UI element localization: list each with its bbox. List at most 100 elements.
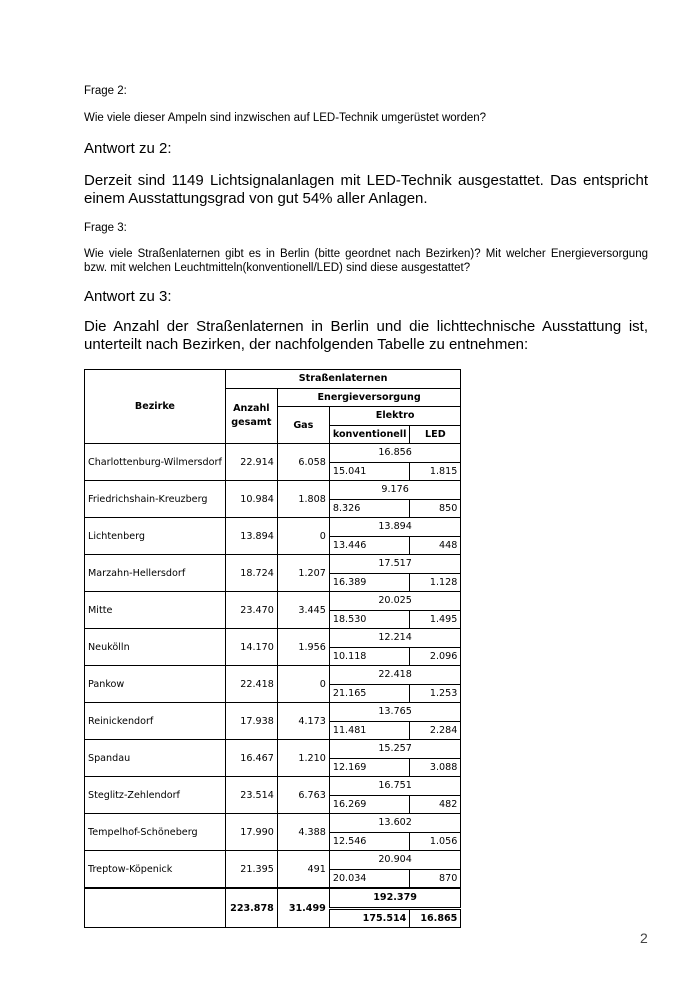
cell-gesamt: 18.724 [224, 554, 278, 592]
cell-led: 2.284 [409, 720, 462, 740]
cell-bezirk: Pankow [84, 665, 226, 703]
cell-bezirk: Neukölln [84, 628, 226, 666]
table-row: Treptow-Köpenick 21.395 491 20.904 [84, 850, 462, 889]
cell-elektro: 16.856 [328, 443, 462, 463]
cell-gesamt: 22.418 [224, 665, 278, 703]
question-3-label: Frage 3: [84, 222, 127, 234]
cell-gas: 0 [276, 517, 330, 555]
table-subrow: 18.530 1.495 [85, 609, 462, 629]
cell-bezirk: Friedrichshain-Kreuzberg [84, 480, 226, 518]
header-anzahl-gesamt: Anzahl gesamt [224, 387, 278, 444]
cell-gesamt: 17.938 [224, 702, 278, 740]
cell-gesamt: 22.914 [224, 443, 278, 481]
cell-elektro: 15.257 [328, 739, 462, 759]
cell-led: 870 [409, 868, 462, 889]
cell-elektro: 192.379 [328, 887, 462, 910]
cell-konventionell: 13.446 [328, 535, 411, 555]
cell-konventionell: 175.514 [328, 907, 411, 928]
cell-led: 3.088 [409, 757, 462, 777]
cell-bezirk [84, 887, 226, 928]
cell-elektro: 12.214 [328, 628, 462, 648]
table-subrow: 20.034 870 [85, 868, 462, 889]
header-bezirke: Bezirke [84, 369, 226, 444]
cell-gas: 491 [276, 850, 330, 889]
cell-gesamt: 23.514 [224, 776, 278, 814]
cell-led: 448 [409, 535, 462, 555]
cell-konventionell: 12.546 [328, 831, 411, 851]
page-number: 2 [640, 930, 648, 946]
streetlights-table: Bezirke Straßenlaternen Anzahl gesamt En… [84, 369, 462, 928]
cell-elektro: 16.751 [328, 776, 462, 796]
cell-gesamt: 10.984 [224, 480, 278, 518]
cell-konventionell: 15.041 [328, 461, 411, 481]
cell-led: 1.128 [409, 572, 462, 592]
table-row: Steglitz-Zehlendorf 23.514 6.763 16.751 [84, 776, 462, 814]
cell-elektro: 22.418 [328, 665, 462, 685]
cell-led: 1.253 [409, 683, 462, 703]
cell-bezirk: Spandau [84, 739, 226, 777]
cell-gesamt: 223.878 [224, 887, 278, 928]
cell-led: 1.815 [409, 461, 462, 481]
cell-gas: 1.956 [276, 628, 330, 666]
cell-konventionell: 20.034 [328, 868, 411, 889]
cell-gesamt: 13.894 [224, 517, 278, 555]
cell-bezirk: Treptow-Köpenick [84, 850, 226, 889]
table-subrow: 16.389 1.128 [85, 572, 462, 592]
cell-led: 482 [409, 794, 462, 814]
answer-2-label: Antwort zu 2: [84, 140, 172, 157]
cell-elektro: 13.894 [328, 517, 462, 537]
answer-3-label: Antwort zu 3: [84, 288, 172, 305]
table-subrow: 8.326 850 [85, 498, 462, 518]
cell-elektro: 13.602 [328, 813, 462, 833]
cell-elektro: 13.765 [328, 702, 462, 722]
question-2-label: Frage 2: [84, 85, 127, 97]
cell-gas: 31.499 [276, 887, 330, 928]
table-subrow: 12.546 1.056 [85, 831, 462, 851]
cell-led: 16.865 [409, 907, 462, 928]
cell-konventionell: 18.530 [328, 609, 411, 629]
cell-gas: 1.210 [276, 739, 330, 777]
cell-konventionell: 16.389 [328, 572, 411, 592]
cell-konventionell: 8.326 [328, 498, 411, 518]
header-elektro: Elektro [328, 406, 462, 426]
cell-gas: 6.763 [276, 776, 330, 814]
cell-gesamt: 21.395 [224, 850, 278, 889]
cell-bezirk: Reinickendorf [84, 702, 226, 740]
cell-bezirk: Marzahn-Hellersdorf [84, 554, 226, 592]
table-row: Charlottenburg-Wilmersdorf 22.914 6.058 16.… [84, 443, 462, 481]
header-konventionell: konventionell [328, 424, 411, 444]
table-row: Pankow 22.418 0 22.418 [84, 665, 462, 703]
table-row: Neukölln 14.170 1.956 12.214 [84, 628, 462, 666]
table-subrow: 12.169 3.088 [85, 757, 462, 777]
question-3-text: Wie viele Straßenlaternen gibt es in Ber… [84, 248, 648, 274]
answer-2-text: Derzeit sind 1149 Lichtsignalanlagen mit… [84, 172, 648, 207]
cell-elektro: 20.025 [328, 591, 462, 611]
cell-konventionell: 12.169 [328, 757, 411, 777]
cell-led: 1.056 [409, 831, 462, 851]
cell-gas: 4.173 [276, 702, 330, 740]
cell-konventionell: 21.165 [328, 683, 411, 703]
table-row: Reinickendorf 17.938 4.173 13.765 [84, 702, 462, 740]
answer-3-text: Die Anzahl der Straßenlaternen in Berlin… [84, 318, 648, 353]
cell-gesamt: 14.170 [224, 628, 278, 666]
cell-gesamt: 16.467 [224, 739, 278, 777]
cell-konventionell: 10.118 [328, 646, 411, 666]
table-total-row: 223.878 31.499 192.379 [84, 887, 462, 928]
cell-gas: 1.207 [276, 554, 330, 592]
cell-konventionell: 16.269 [328, 794, 411, 814]
cell-gesamt: 23.470 [224, 591, 278, 629]
table-row: Friedrichshain-Kreuzberg 10.984 1.808 9.176 [84, 480, 462, 518]
header-gas: Gas [276, 406, 330, 444]
table-row: Tempelhof-Schöneberg 17.990 4.388 13.602 [84, 813, 462, 851]
table-total-subrow: 175.514 16.865 [85, 907, 462, 928]
table-subrow: 15.041 1.815 [85, 461, 462, 481]
cell-led: 1.495 [409, 609, 462, 629]
table-row: Spandau 16.467 1.210 15.257 [84, 739, 462, 777]
cell-led: 2.096 [409, 646, 462, 666]
cell-led: 850 [409, 498, 462, 518]
cell-bezirk: Mitte [84, 591, 226, 629]
table-row: Lichtenberg 13.894 0 13.894 [84, 517, 462, 555]
cell-gas: 1.808 [276, 480, 330, 518]
cell-elektro: 17.517 [328, 554, 462, 574]
cell-bezirk: Tempelhof-Schöneberg [84, 813, 226, 851]
